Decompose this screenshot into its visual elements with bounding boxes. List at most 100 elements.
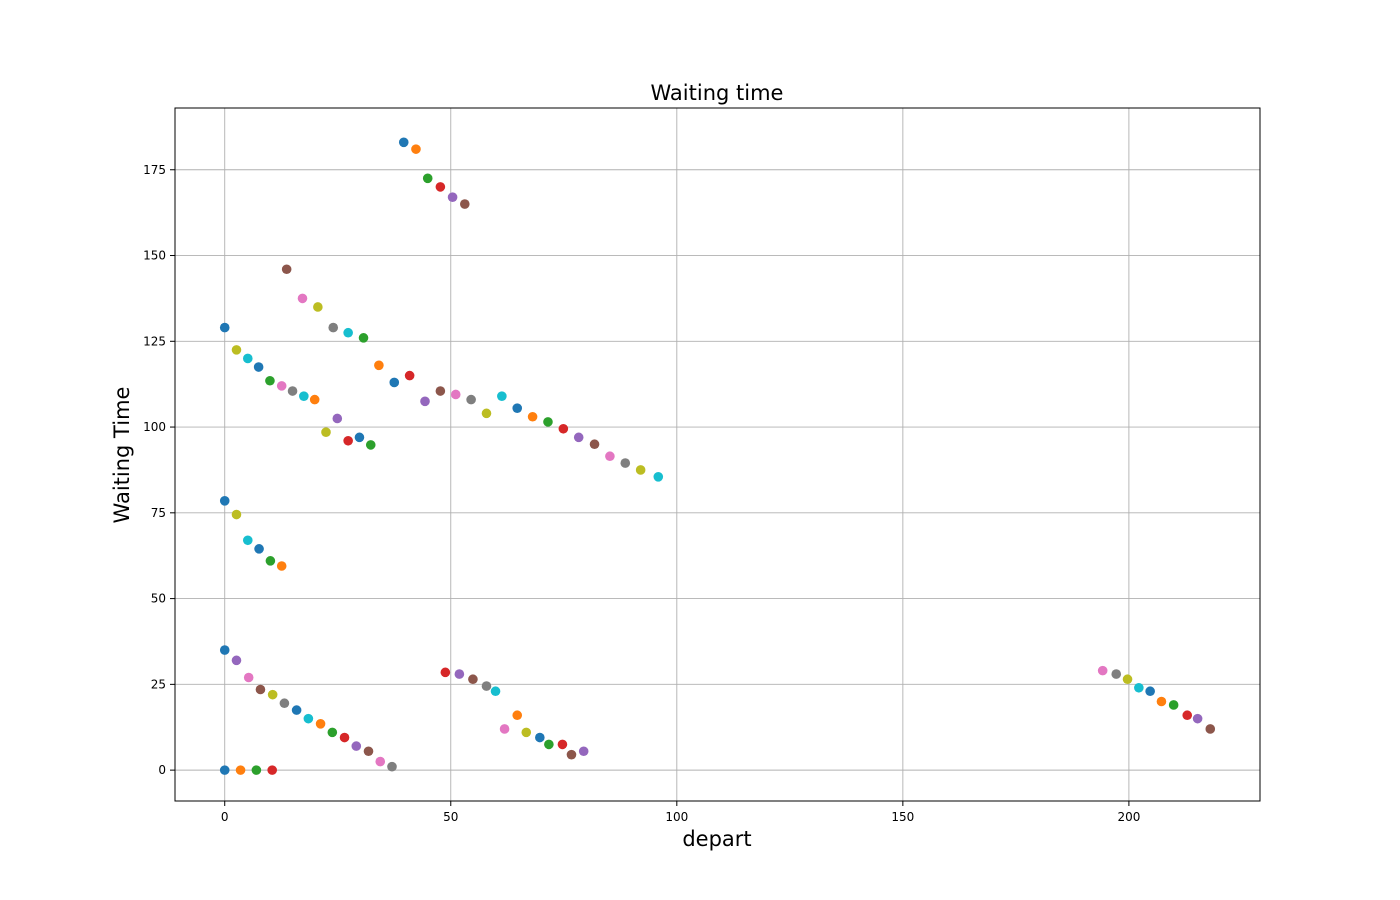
data-point xyxy=(435,386,446,396)
data-point xyxy=(573,432,584,443)
data-point xyxy=(653,471,664,482)
data-point xyxy=(420,396,430,407)
data-point xyxy=(255,684,266,695)
data-point xyxy=(251,765,262,775)
data-point xyxy=(450,389,461,400)
data-point xyxy=(343,327,353,338)
data-point xyxy=(374,360,384,371)
data-point xyxy=(411,144,421,154)
data-point xyxy=(265,556,276,566)
data-point xyxy=(527,411,538,422)
data-point xyxy=(219,645,230,655)
data-point xyxy=(339,732,350,743)
y-axis-ticks: 0 25 50 75 100 125 150 175 xyxy=(143,163,175,777)
data-point xyxy=(635,465,646,475)
data-point xyxy=(297,293,308,304)
data-point xyxy=(363,746,374,757)
data-point xyxy=(512,710,523,721)
data-point xyxy=(242,535,253,546)
data-point xyxy=(468,674,478,685)
y-tick-label: 150 xyxy=(143,249,166,263)
data-point xyxy=(447,192,458,202)
data-point xyxy=(243,672,254,683)
data-point xyxy=(422,173,433,184)
data-point xyxy=(389,377,400,388)
data-point xyxy=(287,386,298,396)
data-point xyxy=(254,544,264,554)
data-point xyxy=(358,333,369,343)
y-tick-label: 0 xyxy=(158,763,166,777)
data-point xyxy=(589,439,600,450)
data-point xyxy=(365,440,376,450)
data-point xyxy=(605,451,615,462)
data-point xyxy=(1122,674,1133,685)
data-point xyxy=(327,727,338,738)
data-point xyxy=(512,403,523,413)
data-point xyxy=(231,509,242,520)
y-tick-label: 50 xyxy=(151,592,166,606)
data-points xyxy=(219,137,1216,775)
data-point xyxy=(242,353,253,364)
plot-frame xyxy=(174,107,1261,802)
y-tick-label: 125 xyxy=(143,334,166,348)
x-axis-ticks: 0 50 100 150 200 xyxy=(221,801,1140,824)
data-point xyxy=(578,746,589,757)
data-point xyxy=(558,423,569,434)
data-point xyxy=(328,322,339,333)
data-point xyxy=(279,698,290,709)
data-point xyxy=(321,427,331,438)
data-point xyxy=(219,496,230,506)
data-point xyxy=(276,381,287,391)
grid-lines xyxy=(175,108,1260,801)
data-point xyxy=(267,765,277,775)
data-point xyxy=(543,417,553,427)
data-point xyxy=(481,408,492,419)
data-point xyxy=(557,739,568,750)
data-point xyxy=(219,765,230,775)
x-tick-label: 200 xyxy=(1117,810,1140,824)
data-point xyxy=(1097,665,1108,676)
y-tick-label: 100 xyxy=(143,420,166,434)
data-point xyxy=(1111,669,1122,679)
data-point xyxy=(521,727,532,738)
data-point xyxy=(387,761,397,772)
data-point xyxy=(231,655,242,666)
data-point xyxy=(1205,724,1216,734)
data-point xyxy=(1156,696,1167,707)
data-point xyxy=(620,458,631,468)
x-tick-label: 0 xyxy=(221,810,229,824)
data-point xyxy=(497,391,507,401)
data-point xyxy=(566,749,577,760)
data-point xyxy=(1192,713,1203,724)
data-point xyxy=(281,264,292,275)
data-point xyxy=(1134,682,1144,693)
data-point xyxy=(481,681,492,691)
data-point xyxy=(309,394,320,405)
x-tick-label: 100 xyxy=(665,810,688,824)
data-point xyxy=(459,199,470,209)
data-point xyxy=(535,732,545,743)
x-tick-label: 150 xyxy=(891,810,914,824)
data-point xyxy=(313,302,323,312)
data-point xyxy=(299,391,309,401)
y-axis-label: Waiting Time xyxy=(110,387,134,524)
data-point xyxy=(253,362,264,372)
y-tick-label: 25 xyxy=(151,677,166,691)
x-tick-label: 50 xyxy=(443,810,458,824)
data-point xyxy=(499,724,510,734)
data-point xyxy=(315,719,326,729)
data-point xyxy=(267,689,278,700)
data-point xyxy=(303,713,314,724)
data-point xyxy=(454,669,465,679)
data-point xyxy=(291,705,302,715)
data-point xyxy=(354,432,365,443)
data-point xyxy=(1182,710,1193,721)
y-tick-label: 75 xyxy=(151,506,166,520)
y-tick-label: 175 xyxy=(143,163,166,177)
data-point xyxy=(490,686,501,697)
data-point xyxy=(375,756,386,767)
data-point xyxy=(332,413,343,424)
data-point xyxy=(219,322,230,333)
data-point xyxy=(1168,700,1179,710)
